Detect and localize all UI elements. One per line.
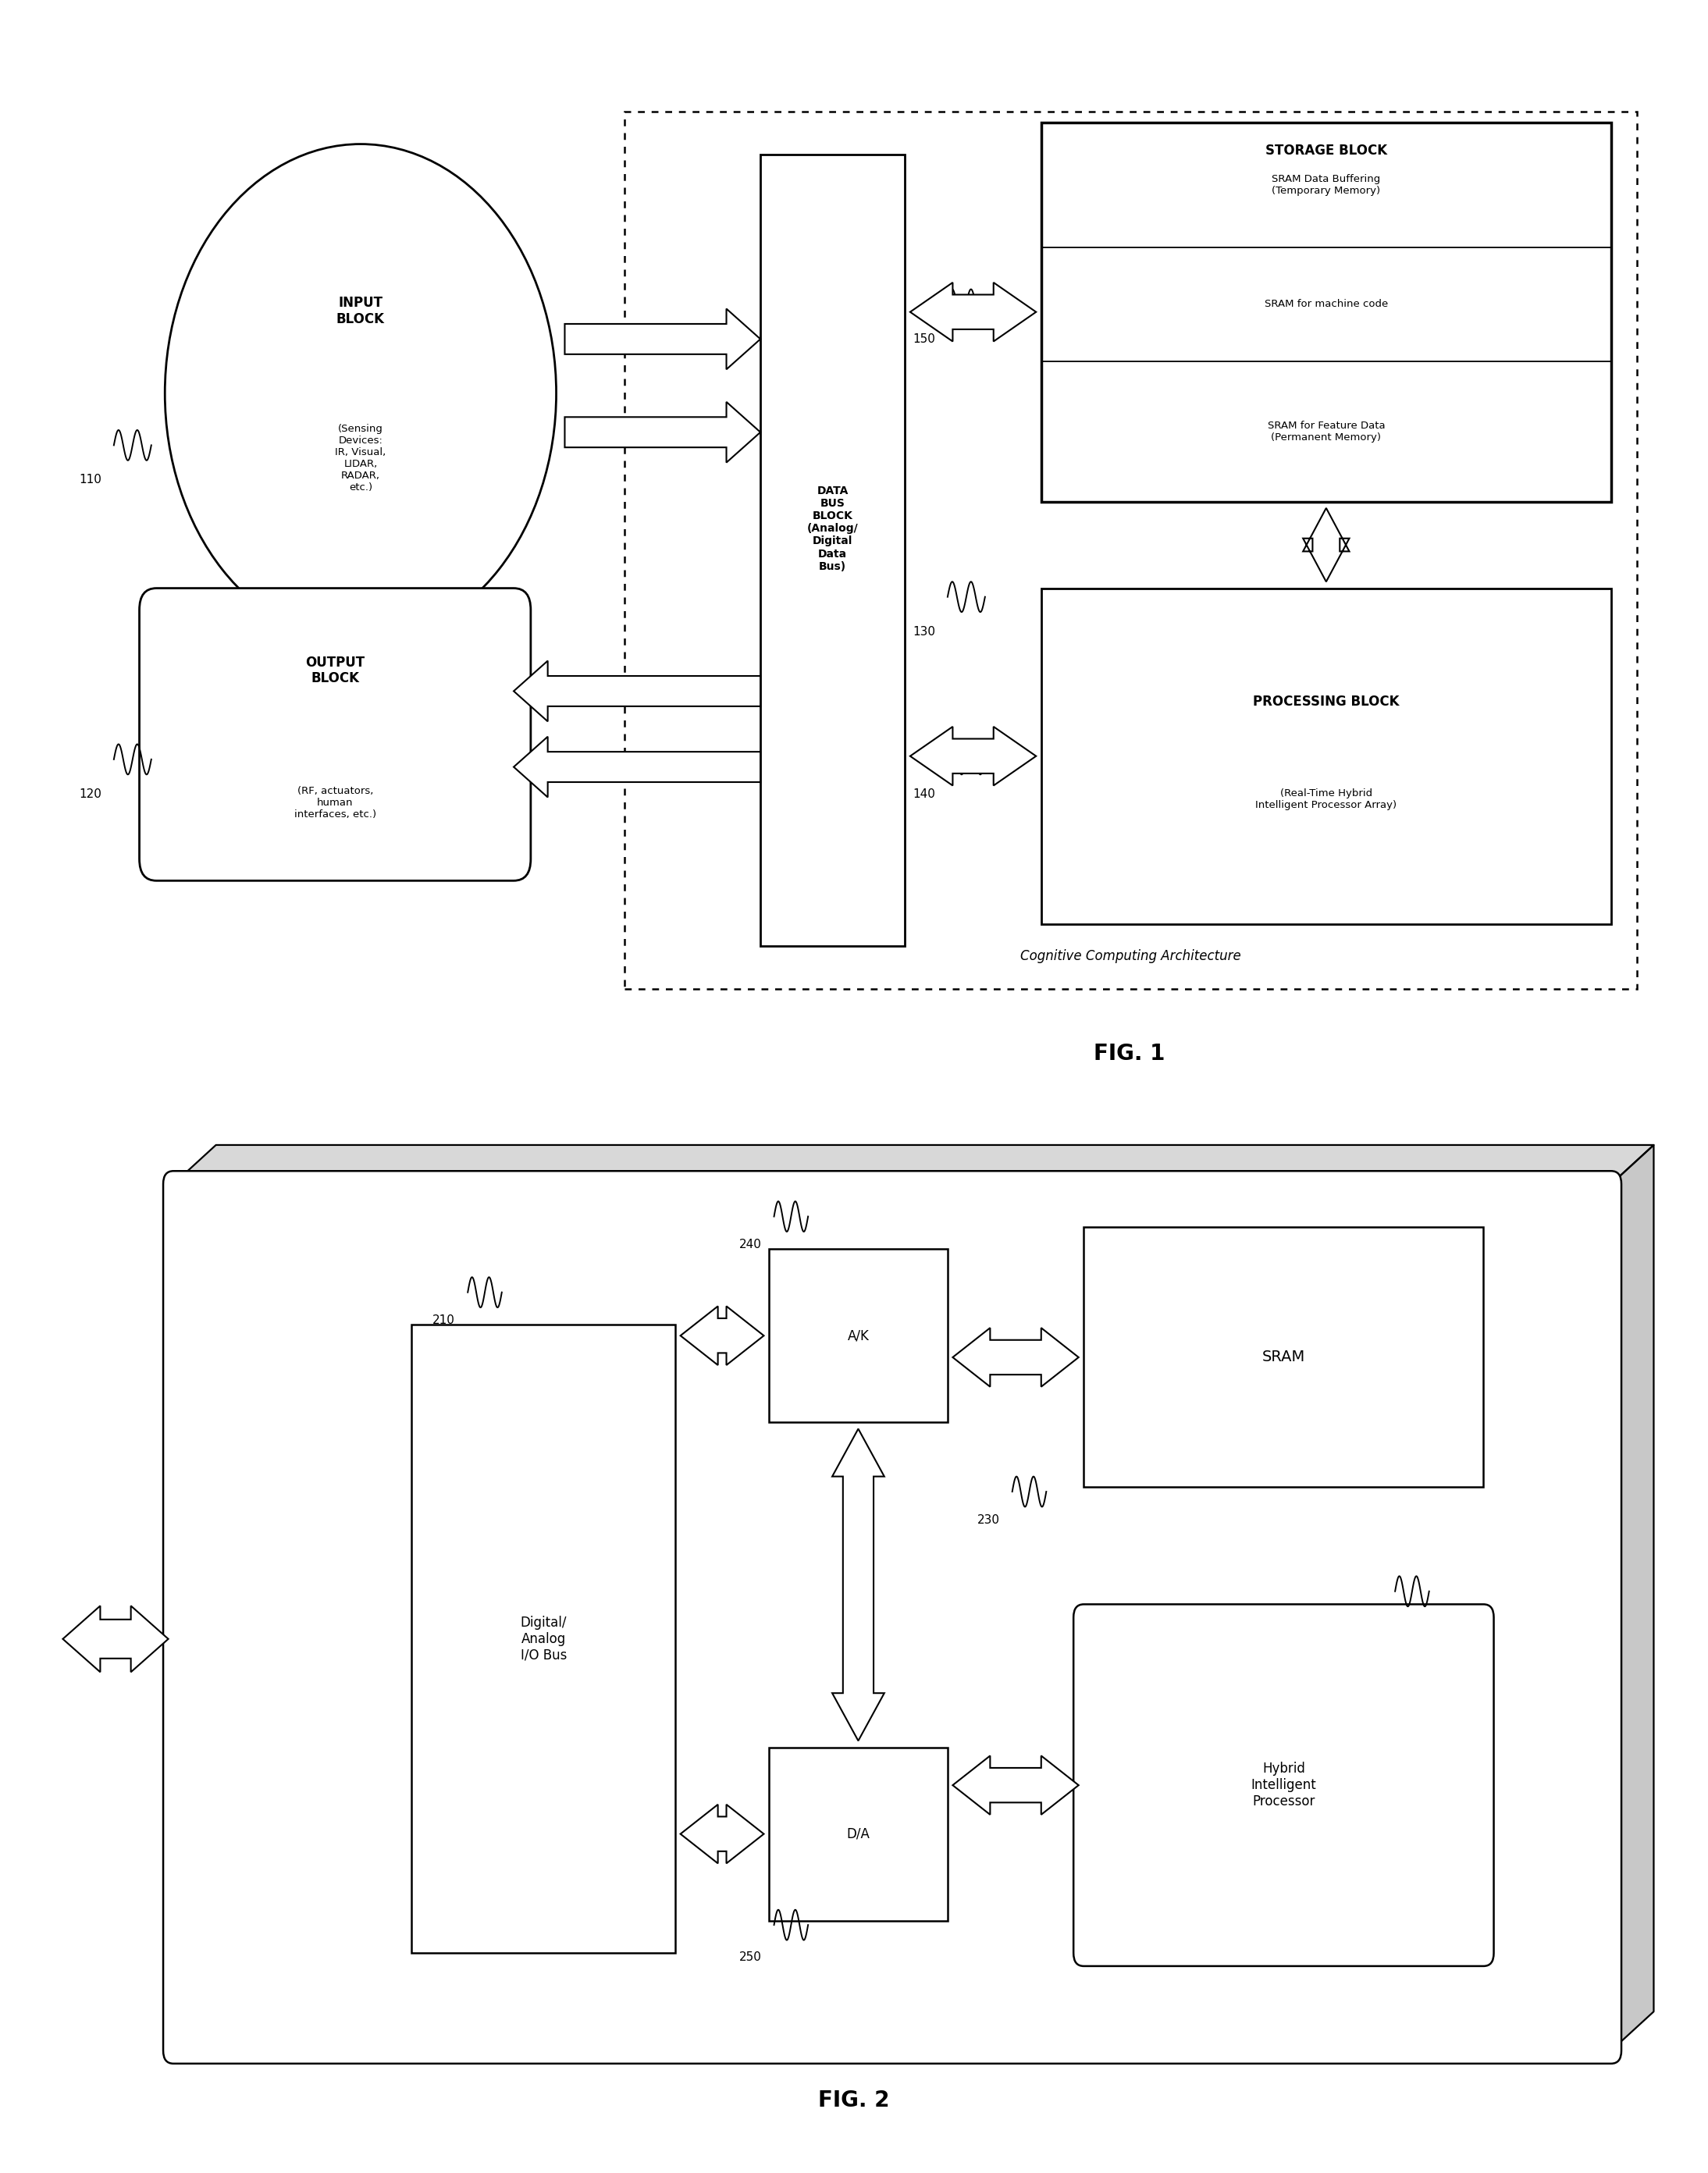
Text: 120: 120 [79,789,101,800]
Bar [769,1747,948,1921]
Text: INPUT
BLOCK: INPUT BLOCK [336,296,384,326]
Text: 150: 150 [912,332,934,346]
FancyBboxPatch shape [1074,1604,1494,1967]
Text: SRAM for Feature Data
(Permanent Memory): SRAM for Feature Data (Permanent Memory) [1267,422,1385,443]
Text: 240: 240 [740,1239,762,1249]
Text: Digital/
Analog
I/O Bus: Digital/ Analog I/O Bus [521,1617,567,1662]
Text: Hybrid
Intelligent
Processor: Hybrid Intelligent Processor [1250,1762,1317,1808]
Text: PROCESSING BLOCK: PROCESSING BLOCK [1254,695,1399,708]
Text: OUTPUT
BLOCK: OUTPUT BLOCK [306,656,366,687]
Bar [1083,1228,1484,1486]
FancyBboxPatch shape [140,589,531,880]
Text: (Real-Time Hybrid
Intelligent Processor Array): (Real-Time Hybrid Intelligent Processor … [1255,789,1397,811]
Text: (Sensing
Devices:
IR, Visual,
LIDAR,
RADAR,
etc.): (Sensing Devices: IR, Visual, LIDAR, RAD… [335,424,386,493]
Bar [625,111,1636,989]
Text: 250: 250 [740,1951,762,1962]
Text: FIG. 2: FIG. 2 [818,2090,890,2112]
FancyBboxPatch shape [164,1171,1621,2064]
Text: 220: 220 [1360,1615,1382,1625]
Bar [1042,122,1611,502]
Text: 110: 110 [79,474,101,487]
Polygon shape [680,1306,763,1365]
Text: 230: 230 [977,1515,999,1525]
Text: STORAGE BLOCK: STORAGE BLOCK [1266,143,1387,159]
Polygon shape [565,402,760,463]
Bar [412,1326,675,1954]
Polygon shape [680,1804,763,1864]
Polygon shape [832,1430,885,1741]
Text: 130: 130 [912,626,934,637]
Bar [760,154,905,945]
Text: SRAM: SRAM [1262,1349,1305,1365]
Text: SRAM Data Buffering
(Temporary Memory): SRAM Data Buffering (Temporary Memory) [1272,174,1380,196]
Text: SRAM for machine code: SRAM for machine code [1264,300,1389,309]
Polygon shape [953,1756,1078,1814]
Text: Cognitive Computing Architecture: Cognitive Computing Architecture [1020,950,1240,963]
Polygon shape [910,282,1037,341]
Polygon shape [1611,1145,1653,2051]
Text: DATA
BUS
BLOCK
(Analog/
Digital
Data
Bus): DATA BUS BLOCK (Analog/ Digital Data Bus… [808,485,859,571]
Polygon shape [174,1145,1653,1184]
Polygon shape [910,726,1037,787]
Polygon shape [514,661,760,721]
Text: A/K: A/K [847,1328,869,1343]
Text: 140: 140 [912,789,934,800]
Bar [1042,589,1611,924]
Text: 210: 210 [432,1315,456,1326]
Text: (RF, actuators,
human
interfaces, etc.): (RF, actuators, human interfaces, etc.) [294,787,376,819]
Bar [769,1249,948,1423]
Ellipse shape [166,143,557,643]
Text: FIG. 1: FIG. 1 [1095,1043,1165,1065]
Text: D/A: D/A [847,1827,869,1841]
Polygon shape [514,737,760,797]
Polygon shape [565,309,760,369]
Polygon shape [953,1328,1078,1386]
Polygon shape [63,1606,169,1671]
Polygon shape [1303,508,1349,582]
